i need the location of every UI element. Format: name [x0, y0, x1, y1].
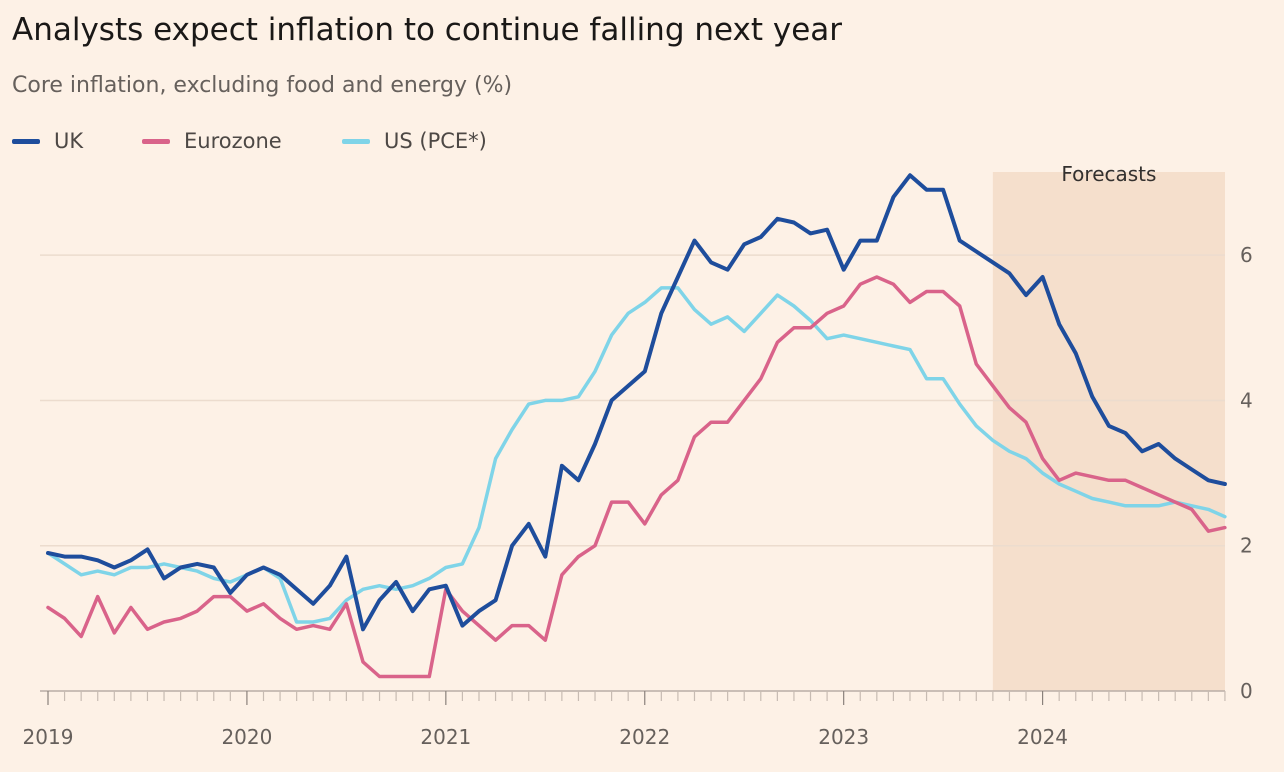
x-tick-label: 2019: [23, 725, 74, 749]
x-tick-label: 2021: [420, 725, 471, 749]
legend-swatch-eurozone: [142, 138, 170, 144]
legend-item-uk: UK: [12, 127, 83, 155]
legend: UK Eurozone US (PCE*): [12, 127, 712, 155]
legend-label-eurozone: Eurozone: [184, 129, 282, 153]
forecast-region: [992, 172, 1225, 691]
legend-item-us: US (PCE*): [342, 127, 487, 155]
legend-item-eurozone: Eurozone: [142, 127, 282, 155]
x-tick-label: 2022: [619, 725, 670, 749]
chart-subtitle: Core inflation, excluding food and energ…: [12, 73, 513, 98]
y-tick-label: 4: [1240, 388, 1253, 412]
y-tick-label: 2: [1240, 534, 1253, 558]
y-tick-label: 0: [1240, 679, 1253, 703]
x-tick-label: 2024: [1017, 725, 1068, 749]
series-line-uk: [46, 173, 1227, 632]
forecast-label: Forecasts: [1061, 162, 1156, 186]
legend-swatch-us: [342, 138, 370, 144]
legend-swatch-uk: [12, 138, 40, 144]
x-tick-label: 2023: [818, 725, 869, 749]
y-tick-label: 6: [1240, 243, 1253, 267]
chart-title: Analysts expect inflation to continue fa…: [12, 12, 843, 48]
series-line-eurozone: [46, 275, 1227, 679]
legend-label-uk: UK: [54, 129, 84, 153]
legend-label-us: US (PCE*): [384, 129, 487, 153]
x-tick-label: 2020: [221, 725, 272, 749]
